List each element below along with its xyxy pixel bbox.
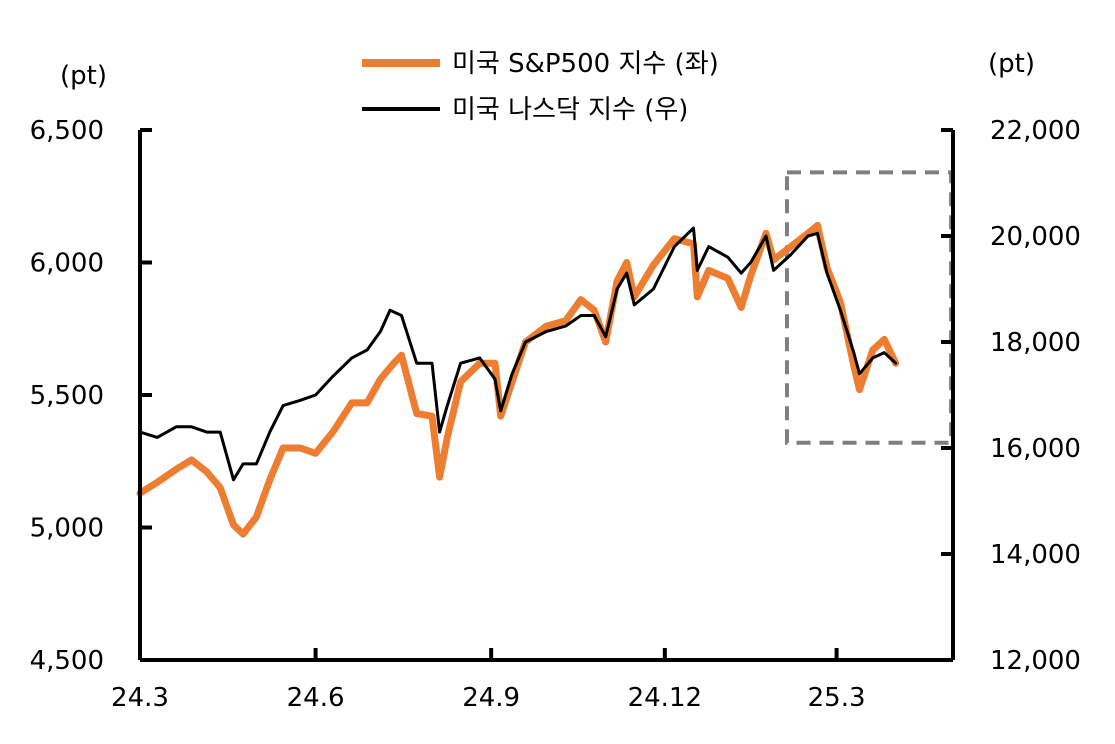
series-line-sp500 [136, 221, 900, 538]
x-tick-label: 24.6 [287, 683, 345, 713]
legend: 미국 S&P500 지수 (좌) 미국 나스닥 지수 (우) [362, 49, 719, 125]
left-axis-unit: (pt) [60, 61, 107, 91]
right-tick-label: 16,000 [990, 434, 1081, 464]
series-line-nasdaq [138, 226, 898, 482]
right-tick-label: 22,000 [990, 116, 1081, 146]
x-tick-label: 25.3 [808, 683, 866, 713]
right-tick-label: 12,000 [990, 646, 1081, 676]
left-tick-label: 5,500 [30, 381, 104, 411]
left-tick-label: 5,000 [30, 514, 104, 544]
highlight-box [784, 170, 954, 445]
axes [138, 130, 955, 662]
left-tick-label: 6,000 [30, 249, 104, 279]
x-tick-label: 24.9 [462, 683, 520, 713]
right-tick-label: 14,000 [990, 540, 1081, 570]
right-tick-label: 18,000 [990, 328, 1081, 358]
left-tick-label: 6,500 [30, 116, 104, 146]
right-axis-unit: (pt) [988, 49, 1035, 79]
legend-label-nasdaq: 미국 나스닥 지수 (우) [452, 95, 688, 125]
x-tick-label: 24.3 [111, 683, 169, 713]
legend-label-sp500: 미국 S&P500 지수 (좌) [452, 49, 719, 79]
series-layer [136, 221, 900, 538]
right-tick-label: 20,000 [990, 222, 1081, 252]
x-tick-label: 24.12 [628, 683, 702, 713]
left-tick-label: 4,500 [30, 646, 104, 676]
tick-labels: 4,500 5,000 5,500 6,000 6,500 12,000 14,000 16,… [30, 116, 1081, 713]
